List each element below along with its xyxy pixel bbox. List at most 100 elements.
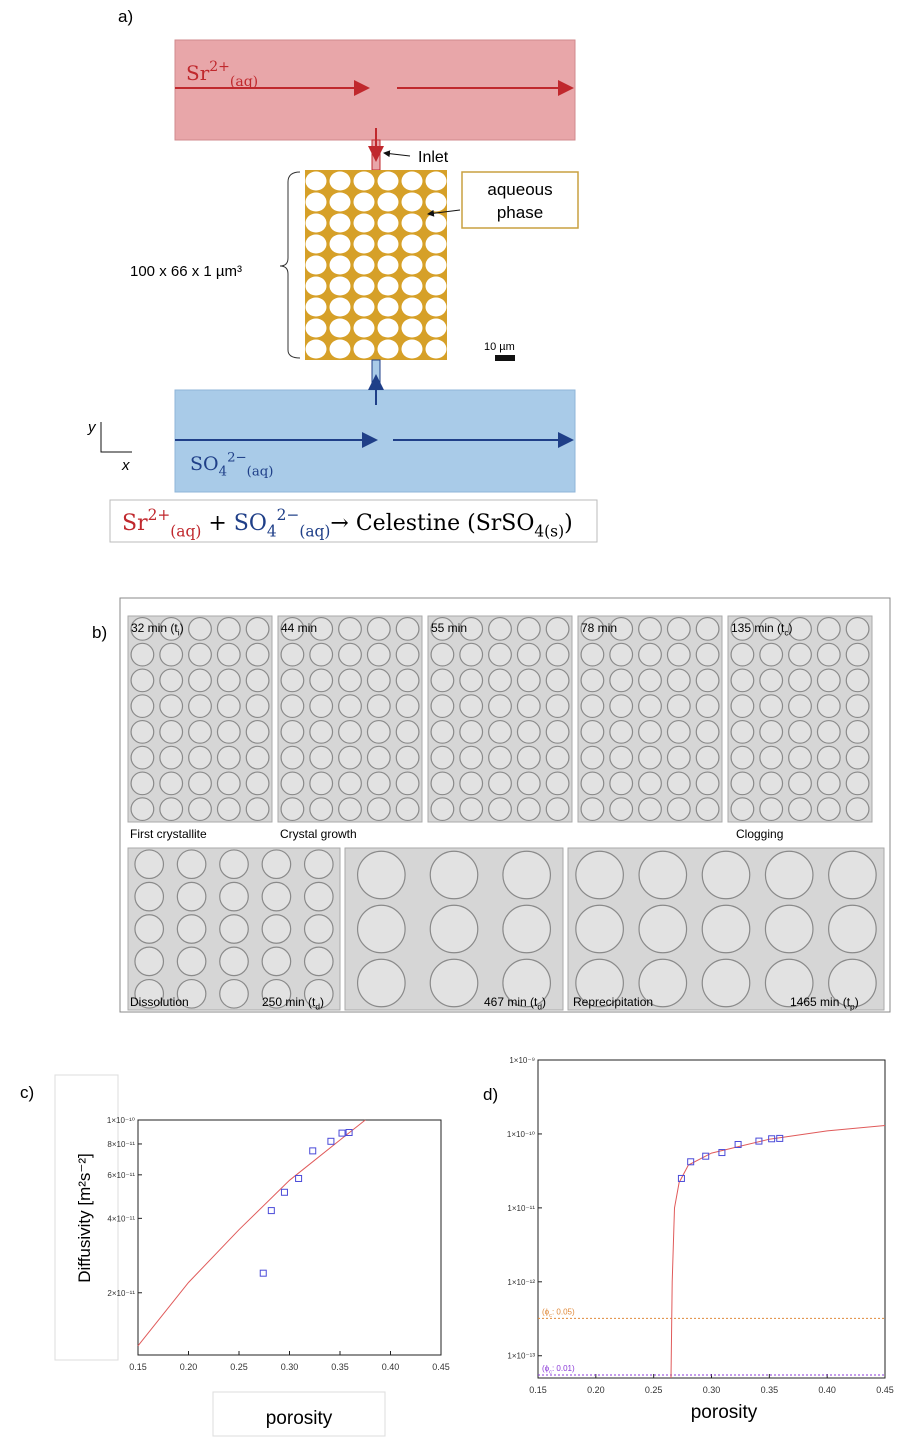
pillar — [367, 721, 390, 744]
pillar — [581, 746, 604, 769]
y-tick-label: 1×10⁻¹² — [507, 1278, 535, 1287]
micrograph — [428, 616, 572, 822]
micrograph — [128, 848, 340, 1010]
pillar — [696, 798, 719, 821]
grain — [354, 319, 375, 338]
pillar — [765, 851, 813, 899]
text-part: 2− — [227, 450, 247, 465]
grain — [426, 214, 447, 233]
pillar — [610, 772, 633, 795]
grain — [306, 256, 327, 275]
text-part: 2+ — [209, 59, 230, 75]
pillar — [430, 905, 478, 953]
grain — [402, 256, 423, 275]
pillar — [131, 798, 154, 821]
pillar — [667, 643, 690, 666]
reference-label: (ϕc: 0.01) — [542, 1364, 575, 1375]
grain — [330, 214, 351, 233]
pillar — [581, 798, 604, 821]
grain — [330, 298, 351, 317]
text-part: ) — [320, 995, 324, 1009]
pillar — [639, 669, 662, 692]
y-tick-label: 2×10⁻¹¹ — [107, 1289, 135, 1298]
y-tick-label: 1×10⁻¹⁰ — [507, 1130, 535, 1139]
pillar — [246, 643, 269, 666]
pillar — [160, 669, 183, 692]
pillar — [339, 746, 362, 769]
pillar — [696, 746, 719, 769]
grain — [306, 277, 327, 296]
x-tick-label: 0.45 — [876, 1385, 894, 1395]
grain — [330, 256, 351, 275]
pillar — [131, 669, 154, 692]
pillar — [431, 721, 454, 744]
pillar — [217, 695, 240, 718]
text-part: 4(s) — [534, 523, 564, 541]
pillar — [517, 772, 540, 795]
pillar — [765, 905, 813, 953]
x-tick-label: 0.30 — [703, 1385, 721, 1395]
pillar — [217, 643, 240, 666]
pillar — [639, 695, 662, 718]
pillar — [281, 772, 304, 795]
pillar — [217, 746, 240, 769]
pillar — [639, 721, 662, 744]
x-axis-title: porosity — [266, 1408, 333, 1429]
pillar — [281, 798, 304, 821]
grain — [402, 298, 423, 317]
pillar — [189, 746, 212, 769]
pillar — [431, 798, 454, 821]
pillar — [217, 798, 240, 821]
pillar — [160, 695, 183, 718]
pillar — [639, 643, 662, 666]
pillar — [220, 882, 249, 911]
grain — [378, 214, 399, 233]
pillar — [489, 669, 512, 692]
pillar — [246, 746, 269, 769]
pillar — [396, 695, 419, 718]
pillar — [581, 772, 604, 795]
pillar — [789, 746, 812, 769]
grain — [330, 319, 351, 338]
pillar — [610, 643, 633, 666]
pillar — [339, 669, 362, 692]
pillar — [817, 798, 840, 821]
pillar — [789, 721, 812, 744]
pillar — [460, 772, 483, 795]
micrograph — [278, 616, 422, 822]
pillar — [177, 915, 206, 944]
grain — [354, 193, 375, 212]
pillar — [581, 695, 604, 718]
text-part: ) — [180, 621, 184, 635]
pillar — [431, 746, 454, 769]
pillar — [430, 959, 478, 1007]
pillar — [517, 721, 540, 744]
grain — [378, 172, 399, 191]
pillar — [760, 798, 783, 821]
pillar — [489, 798, 512, 821]
y-tick-label: 8×10⁻¹¹ — [107, 1140, 135, 1149]
grain — [426, 277, 447, 296]
pillar — [789, 695, 812, 718]
pillar — [367, 772, 390, 795]
x-tick-label: 0.35 — [331, 1362, 349, 1372]
micrograph — [568, 848, 884, 1010]
grain — [402, 172, 423, 191]
pillar — [396, 669, 419, 692]
pillar — [189, 721, 212, 744]
x-tick-label: 0.30 — [281, 1362, 299, 1372]
pillar — [220, 850, 249, 879]
pillar — [220, 947, 249, 976]
axis-glyph-label: y — [87, 419, 97, 436]
pillar — [846, 618, 869, 641]
text-part: : 0.05) — [552, 1307, 575, 1316]
x-tick-label: 0.45 — [432, 1362, 450, 1372]
pillar — [639, 798, 662, 821]
pillar — [576, 905, 624, 953]
pillar — [135, 882, 164, 911]
pillar — [396, 772, 419, 795]
grain — [354, 340, 375, 359]
pillar — [489, 772, 512, 795]
pillar — [460, 798, 483, 821]
pillar — [310, 772, 333, 795]
